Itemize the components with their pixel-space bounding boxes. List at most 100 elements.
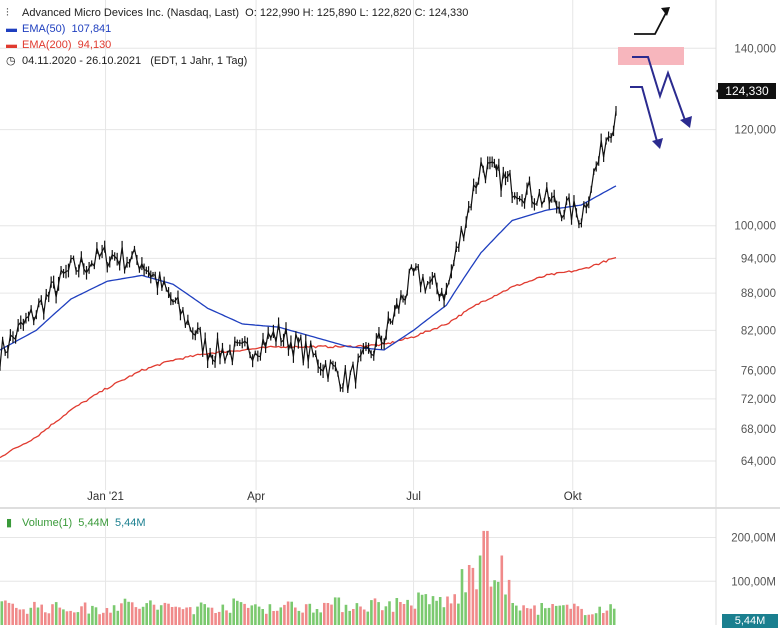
volume-bar xyxy=(576,606,580,625)
x-tick-label: Okt xyxy=(564,491,583,503)
ema200-line xyxy=(0,256,617,459)
volume-bar xyxy=(467,565,471,625)
candles-icon: ⫶ xyxy=(6,7,9,19)
volume-bar xyxy=(149,600,152,625)
volume-bar xyxy=(286,601,290,625)
y-tick-label: 94,000 xyxy=(741,253,776,265)
y-tick-label: 64,000 xyxy=(741,456,776,468)
volume-bar xyxy=(188,607,192,625)
volume-bar xyxy=(268,604,272,625)
volume-bar xyxy=(33,601,36,625)
volume-bar xyxy=(344,604,348,625)
legend-ema200: ▬ EMA(200) 94,130 xyxy=(6,38,111,52)
volume-header: ▮ Volume(1) 5,44M 5,44M xyxy=(6,516,146,530)
volume-bar xyxy=(558,605,562,625)
volume-bar xyxy=(583,615,587,625)
volume-bar xyxy=(199,602,203,625)
y-tick-label: 76,000 xyxy=(741,365,776,377)
volume-bar xyxy=(152,604,156,625)
volume-bar xyxy=(4,600,7,625)
volume-bar xyxy=(511,603,514,625)
volume-bar xyxy=(127,601,130,625)
volume-bar xyxy=(522,605,525,625)
volume-bar xyxy=(254,604,257,625)
volume-bar xyxy=(391,611,395,625)
volume-bar xyxy=(381,610,384,625)
volume-bar xyxy=(29,607,33,625)
volume-grid xyxy=(0,537,716,582)
volume-bar xyxy=(102,612,105,625)
x-tick-label: Jan '21 xyxy=(87,491,124,503)
volume-bar xyxy=(159,605,163,625)
ema50-path xyxy=(0,185,617,351)
volume-bar xyxy=(554,605,558,625)
volume-bar xyxy=(352,609,355,625)
volume-bar xyxy=(294,607,297,625)
volume-bar xyxy=(58,607,62,625)
volume-bar xyxy=(366,611,370,625)
down-arrowhead-icon xyxy=(652,138,663,149)
volume-bar xyxy=(478,555,482,625)
volume-bar xyxy=(424,594,428,625)
volume-bar xyxy=(297,610,301,625)
volume-bar xyxy=(540,603,543,625)
volume-bar xyxy=(301,612,304,625)
volume-bar xyxy=(460,569,464,625)
volume-bar xyxy=(304,604,308,625)
volume-bar xyxy=(272,611,275,625)
volume-bar xyxy=(170,607,174,625)
ema200-label: EMA(200) xyxy=(22,39,72,51)
volume-bar xyxy=(65,611,69,625)
volume-bar xyxy=(203,604,206,625)
volume-bar xyxy=(612,608,616,625)
legend-ema50: ▬ EMA(50) 107,841 xyxy=(6,22,111,36)
volume-bar xyxy=(551,604,554,625)
volume-bar xyxy=(594,613,598,625)
ema50-value: 107,841 xyxy=(71,23,112,35)
volume-bar xyxy=(239,602,243,625)
volume-bar xyxy=(11,603,14,625)
x-tick-label: Apr xyxy=(247,491,265,503)
ema50-swatch-icon: ▬ xyxy=(6,23,17,35)
volume-bar xyxy=(109,612,112,625)
volume-bar xyxy=(69,610,72,625)
up-arrowhead-icon xyxy=(661,7,670,16)
volume-bar xyxy=(265,613,268,625)
volume-bar xyxy=(116,610,120,625)
volume-bar xyxy=(196,606,199,625)
y-tick-label: 68,000 xyxy=(741,424,776,436)
volume-bar xyxy=(312,612,315,625)
volume-bar xyxy=(587,614,591,625)
volume-bar xyxy=(420,594,424,625)
volume-bar xyxy=(533,605,536,625)
volume-bar xyxy=(330,604,333,625)
volume-label: Volume(1) xyxy=(22,517,73,529)
volume-bar xyxy=(76,612,80,625)
volume-bar xyxy=(308,603,312,625)
volume-bar xyxy=(138,608,141,625)
volume-value-1: 5,44M xyxy=(78,517,109,529)
volume-bar xyxy=(54,602,58,625)
volume-bar xyxy=(22,609,25,625)
volume-bar xyxy=(504,594,507,625)
volume-bar xyxy=(236,600,239,625)
down-scenario-arrow-2 xyxy=(630,86,659,146)
volume-bar xyxy=(91,605,94,625)
volume-bar xyxy=(250,605,254,625)
volume-bar xyxy=(221,604,225,625)
volume-bar xyxy=(275,610,279,625)
x-tick-label: Jul xyxy=(406,491,421,503)
volume-bars xyxy=(0,530,616,625)
volume-bar xyxy=(453,594,456,625)
volume-bar xyxy=(475,589,478,625)
volume-bar xyxy=(609,604,612,625)
volume-bar xyxy=(214,613,217,625)
volume-bar xyxy=(544,608,547,625)
volume-bar xyxy=(44,612,47,625)
volume-tick-label: 200,00M xyxy=(731,533,776,545)
y-tick-label: 140,000 xyxy=(734,43,776,55)
volume-bar xyxy=(591,614,594,625)
volume-axis-labels: 200,00M 100,00M xyxy=(731,533,776,589)
volume-bar xyxy=(87,613,91,625)
